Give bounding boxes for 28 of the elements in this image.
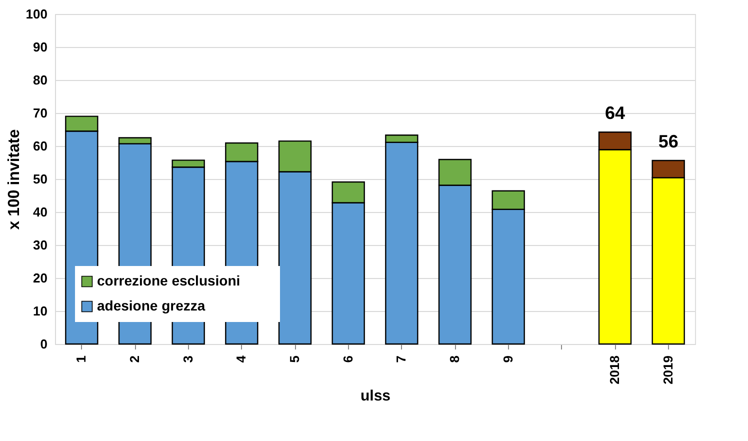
x-tick-label: 9 (500, 356, 516, 363)
x-tick-label: 6 (340, 356, 356, 363)
x-tick-label: 8 (447, 356, 462, 363)
total-label: 64 (604, 103, 626, 124)
y-tick-label: 20 (33, 270, 48, 286)
x-tick-label: 3 (180, 356, 196, 363)
y-tick-label: 10 (33, 304, 48, 318)
y-tick-label: 30 (33, 238, 48, 252)
x-tick-label: 4 (234, 354, 249, 363)
legend-label: correzione esclusioni (97, 272, 240, 288)
x-tick-label: 1 (74, 356, 89, 363)
x-tick-label: 2019 (660, 356, 676, 384)
y-tick-label: 50 (33, 172, 48, 186)
total-label: 56 (658, 132, 678, 152)
y-tick-label: 90 (33, 40, 48, 54)
y-tick-label: 80 (33, 72, 48, 88)
y-tick-label: 60 (33, 138, 48, 154)
x-tick-label: 7 (394, 356, 409, 363)
y-axis-title: x 100 invitate (6, 129, 23, 230)
x-tick-label: 2 (127, 356, 142, 363)
legend-label: adesione grezza (97, 298, 206, 314)
y-tick-label: 0 (40, 336, 48, 352)
x-tick-label: 2018 (607, 356, 622, 384)
y-tick-label: 40 (33, 204, 48, 220)
x-axis-title: ulss (360, 387, 391, 404)
y-tick-label: 100 (26, 6, 48, 22)
x-tick-label: 5 (287, 356, 302, 363)
y-tick-label: 70 (33, 106, 48, 120)
